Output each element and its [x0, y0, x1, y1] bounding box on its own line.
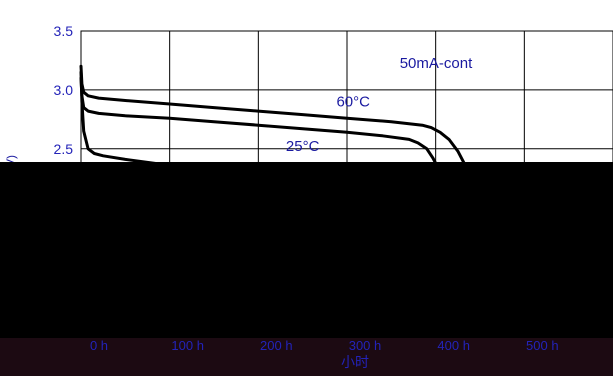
series-label: 60°C — [336, 94, 370, 111]
x-tick-label: 500 h — [526, 338, 559, 353]
x-axis-label: 小时 — [341, 354, 369, 370]
x-tick-label: 0 h — [90, 338, 108, 353]
x-tick-label: 300 h — [349, 338, 382, 353]
x-tick-label: 400 h — [437, 338, 470, 353]
y-tick-label: 2.5 — [54, 141, 74, 157]
x-tick-label: 200 h — [260, 338, 293, 353]
redaction-band-bottom — [0, 338, 613, 376]
y-tick-label: 3.0 — [54, 82, 74, 98]
x-tick-labels: 0 h 100 h 200 h 300 h 400 h 500 h — [90, 338, 559, 353]
y-tick-label: 3.5 — [54, 23, 74, 39]
chart-annotation: 50mA-cont — [400, 55, 473, 72]
series-label: 25°C — [286, 138, 320, 155]
series-line — [79, 76, 446, 186]
series-line — [79, 64, 471, 180]
x-tick-label: 100 h — [171, 338, 204, 353]
